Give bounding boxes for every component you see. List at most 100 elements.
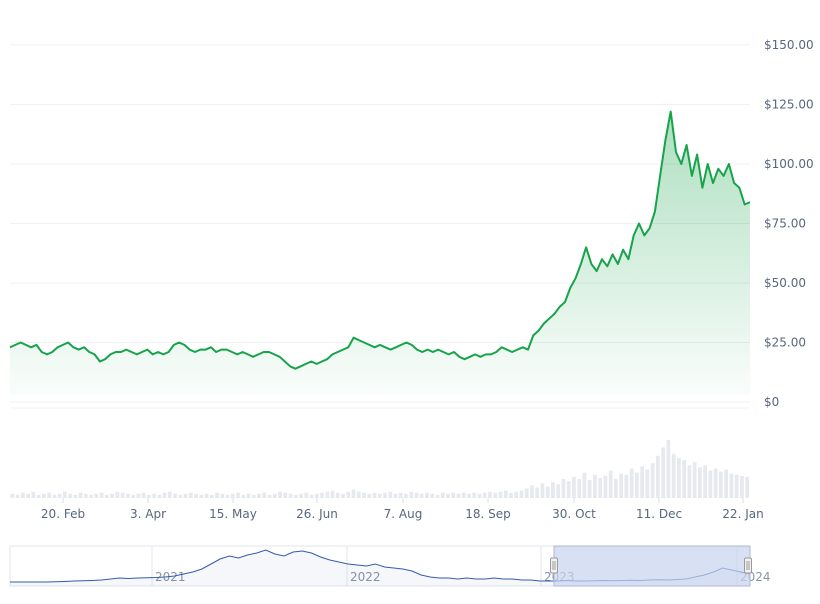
volume-bar	[608, 470, 613, 498]
volume-bar	[141, 492, 146, 498]
volume-bar	[241, 494, 246, 498]
volume-bar	[68, 493, 72, 498]
volume-bar	[488, 491, 492, 498]
volume-bar	[666, 440, 671, 498]
volume-bar	[209, 494, 214, 498]
volume-bar	[404, 493, 408, 498]
volume-bar	[131, 494, 135, 498]
volume-bar	[372, 492, 377, 498]
volume-bar	[540, 483, 545, 498]
navigator-year-label: 2022	[350, 570, 381, 584]
volume-bar	[36, 494, 41, 498]
volume-bar	[251, 494, 256, 498]
x-tick-label: 22. Jan	[722, 507, 763, 521]
volume-bar	[734, 474, 739, 498]
volume-bar	[740, 475, 744, 498]
price-area	[9, 110, 751, 395]
volume-bar	[629, 468, 634, 498]
volume-bar	[419, 493, 424, 498]
volume-bar	[477, 493, 482, 498]
volume-bar	[20, 492, 25, 498]
volume-bar	[31, 491, 36, 498]
volume-bar	[582, 472, 587, 498]
volume-bar	[304, 492, 309, 498]
volume-bar	[467, 493, 471, 498]
volume-bar	[556, 484, 561, 498]
volume-bar	[299, 493, 303, 498]
volume-bar	[425, 492, 429, 498]
volume-bar	[451, 492, 456, 498]
volume-bar	[446, 493, 450, 498]
volume-bar	[398, 492, 403, 498]
y-tick-label: $25.00	[764, 336, 806, 350]
volume-bar	[225, 494, 230, 498]
navigator-selection[interactable]	[553, 545, 751, 587]
volume-bar	[78, 492, 83, 498]
volume-bar	[157, 494, 162, 498]
volume-bar	[719, 471, 723, 498]
volume-bar	[645, 469, 650, 498]
volume-bar	[356, 491, 361, 498]
volume-bar	[362, 492, 366, 498]
volume-bar	[236, 492, 240, 498]
x-tick-label: 3. Apr	[130, 507, 166, 521]
volume-bar	[603, 475, 608, 498]
volume-bar	[52, 494, 57, 498]
volume-bar	[519, 490, 524, 498]
volume-bar	[572, 476, 576, 498]
volume-bar	[535, 487, 540, 498]
volume-bar	[393, 493, 398, 498]
y-tick-label: $125.00	[764, 98, 814, 112]
volume-bar	[293, 494, 298, 498]
volume-bar	[73, 494, 78, 498]
volume-bar	[278, 491, 282, 498]
volume-bar	[713, 468, 718, 498]
volume-bar	[10, 493, 15, 498]
x-tick-label: 7. Aug	[384, 507, 423, 521]
volume-bar	[99, 492, 104, 498]
y-axis: $150.00 $125.00 $100.00 $75.00 $50.00 $25.00 $…	[764, 38, 814, 409]
volume-bar	[262, 492, 267, 498]
volume-bar	[708, 470, 713, 498]
volume-bar	[551, 482, 555, 498]
x-tick-label: 26. Jun	[296, 507, 338, 521]
volume-bar	[194, 493, 198, 498]
volume-bar	[514, 491, 519, 498]
navigator[interactable]: 2021202220232024	[9, 545, 771, 587]
volume-bar	[509, 492, 513, 498]
grid-layer	[10, 44, 750, 409]
navigator-handle[interactable]	[744, 557, 752, 574]
volume-bar	[62, 491, 67, 498]
x-tick-label: 15. May	[209, 507, 257, 521]
y-tick-label: $150.00	[764, 38, 814, 52]
volume-bar	[561, 479, 566, 498]
volume-bar	[456, 493, 461, 498]
volume-bar	[335, 492, 340, 498]
volume-bar	[598, 477, 603, 498]
volume-bar	[57, 493, 62, 498]
volume-bar	[430, 493, 435, 498]
volume-bar	[47, 492, 51, 498]
volume-bar	[320, 492, 324, 498]
volume-bar	[330, 490, 335, 498]
volume-bar	[351, 489, 356, 498]
volume-bar	[677, 457, 681, 498]
volume-bar	[472, 492, 477, 498]
x-tick-label: 11. Dec	[636, 507, 682, 521]
volume-bar	[136, 493, 141, 498]
volume-bar	[120, 492, 125, 498]
volume-bar	[173, 493, 177, 498]
volume-bar	[15, 494, 20, 498]
volume-bar	[635, 472, 639, 498]
x-axis: 20. Feb 3. Apr 15. May 26. Jun 7. Aug 18. Sep…	[41, 498, 764, 521]
volume-bar	[215, 492, 219, 498]
volume-bar	[687, 465, 692, 498]
navigator-handle[interactable]	[550, 557, 558, 574]
price-area-fill	[10, 111, 750, 395]
volume-bar	[388, 491, 393, 498]
volume-bar	[257, 493, 261, 498]
navigator-area	[10, 550, 750, 586]
volume-bar	[692, 462, 697, 498]
volume-bar	[230, 493, 235, 498]
